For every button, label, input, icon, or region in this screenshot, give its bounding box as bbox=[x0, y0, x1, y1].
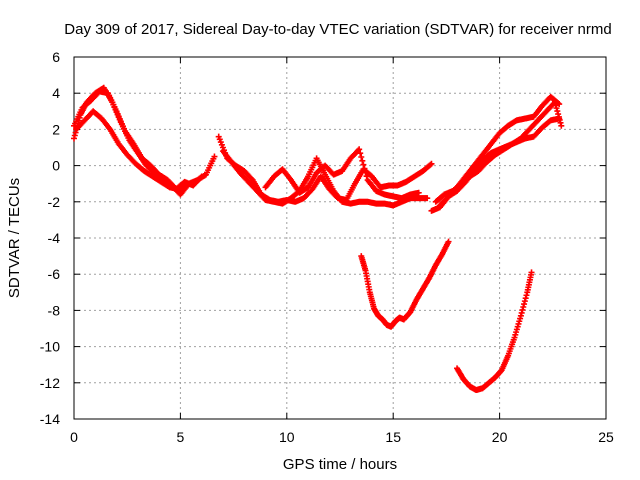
data-marks bbox=[71, 84, 565, 394]
data-point bbox=[556, 101, 563, 108]
x-tick-label: 0 bbox=[70, 429, 78, 445]
x-axis-label: GPS time / hours bbox=[283, 456, 397, 473]
data-point bbox=[558, 122, 565, 129]
x-tick-label: 15 bbox=[385, 429, 401, 445]
data-point bbox=[358, 154, 365, 161]
data-point bbox=[445, 238, 452, 245]
data-point bbox=[356, 146, 363, 153]
series-6 bbox=[262, 146, 422, 202]
data-point bbox=[427, 161, 434, 168]
y-tick-label: -6 bbox=[48, 266, 61, 282]
x-tick-label: 5 bbox=[177, 429, 185, 445]
x-tick-label: 20 bbox=[492, 429, 508, 445]
y-tick-label: 4 bbox=[52, 85, 60, 101]
y-tick-label: -12 bbox=[40, 375, 60, 391]
y-tick-label: -14 bbox=[40, 411, 60, 427]
data-point bbox=[361, 165, 368, 172]
chart-title: Day 309 of 2017, Sidereal Day-to-day VTE… bbox=[64, 21, 611, 38]
data-point bbox=[428, 160, 435, 167]
data-point bbox=[197, 174, 204, 181]
series-10 bbox=[358, 238, 452, 330]
data-point bbox=[424, 195, 431, 202]
y-tick-label: -8 bbox=[48, 302, 61, 318]
data-point bbox=[357, 150, 364, 157]
series-11 bbox=[454, 269, 535, 394]
grid-lines bbox=[74, 57, 606, 419]
data-point bbox=[363, 173, 370, 180]
series-5 bbox=[219, 148, 431, 209]
data-point bbox=[528, 269, 535, 276]
data-point bbox=[211, 153, 218, 160]
data-point bbox=[198, 173, 205, 180]
data-point bbox=[360, 161, 367, 168]
data-point bbox=[359, 157, 366, 164]
data-point bbox=[556, 115, 563, 122]
y-tick-label: 2 bbox=[52, 121, 60, 137]
y-tick-label: -2 bbox=[48, 194, 61, 210]
y-axis-label: SDTVAR / TECUs bbox=[6, 178, 23, 298]
series-3 bbox=[73, 108, 190, 193]
x-tick-label: 25 bbox=[598, 429, 614, 445]
series-4 bbox=[215, 133, 435, 205]
y-tick-label: -4 bbox=[48, 230, 61, 246]
data-point bbox=[362, 169, 369, 176]
x-tick-label: 10 bbox=[279, 429, 295, 445]
series-2 bbox=[71, 88, 205, 193]
data-point bbox=[415, 189, 422, 196]
y-tick-label: 6 bbox=[52, 49, 60, 65]
data-point bbox=[183, 182, 190, 189]
axis-ticks: 0 5 10 15 20 25 -14 -12 -10 -8 -6 -4 -2 0 2 4 6 bbox=[40, 49, 614, 445]
series-9 bbox=[437, 115, 563, 209]
y-tick-label: 0 bbox=[52, 158, 60, 174]
y-tick-label: -10 bbox=[40, 339, 60, 355]
